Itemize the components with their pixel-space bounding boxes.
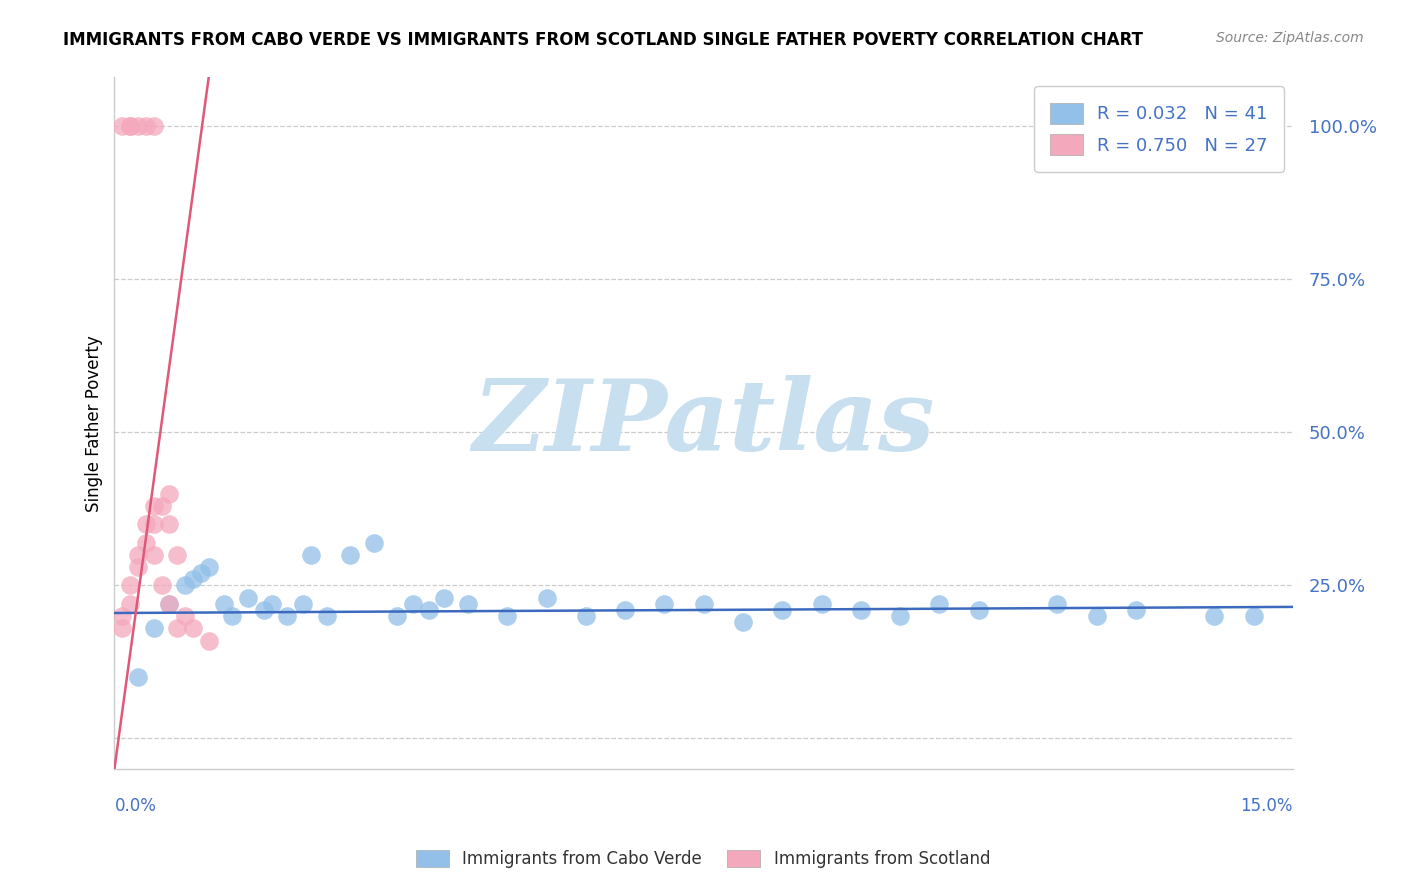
Point	[157, 597, 180, 611]
Point	[120, 578, 142, 592]
Point	[120, 597, 142, 611]
Point	[457, 597, 479, 611]
Point	[654, 597, 676, 611]
Point	[157, 597, 180, 611]
Point	[402, 597, 425, 611]
Point	[142, 548, 165, 562]
Point	[1085, 609, 1108, 624]
Point	[253, 603, 276, 617]
Point	[221, 609, 243, 624]
Point	[770, 603, 793, 617]
Point	[236, 591, 259, 605]
Point	[135, 120, 157, 134]
Point	[142, 499, 165, 513]
Point	[433, 591, 456, 605]
Point	[418, 603, 440, 617]
Point	[614, 603, 637, 617]
Point	[967, 603, 990, 617]
Point	[142, 517, 165, 532]
Point	[166, 548, 188, 562]
Point	[127, 120, 149, 134]
Text: Source: ZipAtlas.com: Source: ZipAtlas.com	[1216, 31, 1364, 45]
Point	[339, 548, 361, 562]
Point	[496, 609, 519, 624]
Text: ZIPatlas: ZIPatlas	[472, 375, 935, 472]
Y-axis label: Single Father Poverty: Single Father Poverty	[86, 334, 103, 512]
Point	[157, 517, 180, 532]
Point	[111, 609, 134, 624]
Point	[315, 609, 337, 624]
Point	[174, 609, 197, 624]
Point	[387, 609, 409, 624]
Point	[260, 597, 283, 611]
Point	[150, 499, 173, 513]
Point	[276, 609, 298, 624]
Point	[299, 548, 322, 562]
Point	[135, 517, 157, 532]
Legend: Immigrants from Cabo Verde, Immigrants from Scotland: Immigrants from Cabo Verde, Immigrants f…	[409, 843, 997, 875]
Point	[120, 120, 142, 134]
Point	[291, 597, 314, 611]
Point	[150, 578, 173, 592]
Point	[1046, 597, 1069, 611]
Point	[190, 566, 212, 581]
Point	[127, 670, 149, 684]
Point	[135, 535, 157, 549]
Point	[575, 609, 598, 624]
Point	[849, 603, 872, 617]
Point	[197, 560, 219, 574]
Point	[174, 578, 197, 592]
Point	[142, 621, 165, 635]
Point	[889, 609, 911, 624]
Point	[214, 597, 236, 611]
Point	[1243, 609, 1265, 624]
Legend: R = 0.032   N = 41, R = 0.750   N = 27: R = 0.032 N = 41, R = 0.750 N = 27	[1033, 87, 1284, 171]
Point	[181, 621, 204, 635]
Point	[928, 597, 950, 611]
Point	[127, 560, 149, 574]
Point	[363, 535, 385, 549]
Point	[197, 633, 219, 648]
Point	[731, 615, 754, 630]
Point	[142, 120, 165, 134]
Point	[111, 621, 134, 635]
Point	[111, 120, 134, 134]
Text: 15.0%: 15.0%	[1240, 797, 1294, 814]
Point	[536, 591, 558, 605]
Point	[157, 486, 180, 500]
Point	[120, 120, 142, 134]
Point	[181, 572, 204, 586]
Point	[692, 597, 714, 611]
Point	[1125, 603, 1147, 617]
Text: 0.0%: 0.0%	[114, 797, 156, 814]
Point	[1204, 609, 1226, 624]
Text: IMMIGRANTS FROM CABO VERDE VS IMMIGRANTS FROM SCOTLAND SINGLE FATHER POVERTY COR: IMMIGRANTS FROM CABO VERDE VS IMMIGRANTS…	[63, 31, 1143, 49]
Point	[810, 597, 832, 611]
Point	[127, 548, 149, 562]
Point	[166, 621, 188, 635]
